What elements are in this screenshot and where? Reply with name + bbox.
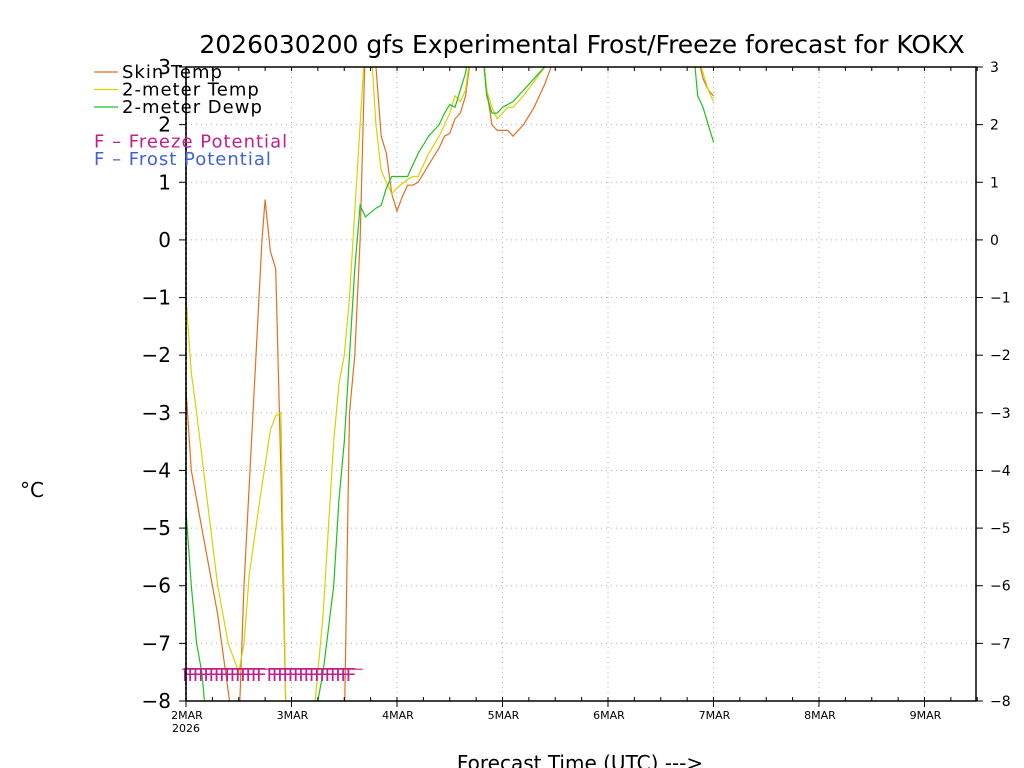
y-tick-label-right: −7	[990, 636, 1011, 652]
legend-label: Skin Temp	[122, 62, 223, 83]
freeze-flag-mark: F	[256, 665, 267, 686]
y-tick-label-left: −2	[142, 343, 171, 367]
chart-title: 2026030200 gfs Experimental Frost/Freeze…	[199, 30, 964, 59]
freeze-flag-mark: F	[272, 665, 283, 686]
freeze-flag-mark: F	[182, 665, 193, 686]
freeze-flag-mark: F	[245, 665, 256, 686]
freeze-flag-mark: F	[288, 665, 299, 686]
y-tick-label-right: 0	[990, 233, 999, 249]
y-axis-title: °C	[20, 478, 44, 502]
y-tick-label-right: 2	[990, 118, 999, 134]
y-tick-label-left: −8	[142, 689, 171, 713]
freeze-flag-mark: F	[324, 665, 335, 686]
freeze-flag-mark: F	[303, 665, 314, 686]
y-tick-label-left: −1	[142, 286, 171, 310]
freeze-flag-mark: F	[346, 665, 357, 686]
y-tick-label-right: −1	[990, 291, 1011, 307]
y-tick-label-right: −5	[990, 521, 1011, 537]
plot-lines	[186, 67, 715, 701]
legend-label: F – Freeze Potential	[94, 132, 288, 153]
series-line-2-meter-dewp	[186, 67, 715, 701]
freeze-flag-mark: F	[266, 665, 277, 686]
plot-frame	[185, 66, 977, 702]
legend-label: 2-meter Dewp	[122, 97, 263, 118]
freeze-flag-mark: F	[235, 665, 246, 686]
y-tick-label-right: 3	[990, 60, 999, 76]
freeze-flag-mark: F	[251, 665, 262, 686]
y-tick-label-left: 0	[158, 228, 171, 252]
freeze-flag-mark: F	[187, 665, 198, 686]
freeze-flag-mark: F	[193, 665, 204, 686]
freeze-flag-mark: F	[340, 665, 351, 686]
y-tick-label-left: −5	[142, 516, 171, 540]
x-tick-label: 8MAR	[804, 709, 836, 722]
freeze-flag-mark: F	[219, 665, 230, 686]
y-tick-label-right: −4	[990, 463, 1011, 479]
y-tick-label-right: 1	[990, 175, 999, 191]
x-tick-label: 3MAR	[277, 709, 309, 722]
y-tick-label-left: −3	[142, 401, 171, 425]
y-tick-label-left: −4	[142, 458, 171, 482]
freeze-flag-mark: F	[330, 665, 341, 686]
series-line-skin-temp	[186, 67, 714, 701]
freeze-flag-mark: F	[277, 665, 288, 686]
series-line-2-meter-temp	[186, 67, 715, 701]
axes: −8 −8 −7 −7 −6 −6 −5 −5 −4 −4 −3 −3 −2 −2 −1 −1 0 0 1 1 2 2 3 3…	[142, 55, 1011, 735]
freeze-flag-mark: F	[314, 665, 325, 686]
x-tick-sublabel: 2026	[172, 722, 200, 735]
freeze-flag-mark: F	[203, 665, 214, 686]
grid	[186, 66, 976, 702]
x-tick-label: 6MAR	[593, 709, 625, 722]
freeze-flag-mark: F	[224, 665, 235, 686]
freeze-flag-mark: F	[298, 665, 309, 686]
y-tick-label-right: −3	[990, 406, 1011, 422]
y-tick-label-left: −7	[142, 631, 171, 655]
freeze-flag-mark: F	[229, 665, 240, 686]
y-tick-label-right: −2	[990, 348, 1011, 364]
y-tick-label-left: 1	[158, 170, 171, 194]
freeze-flag-mark: F	[319, 665, 330, 686]
x-tick-label: 7MAR	[699, 709, 731, 722]
freeze-flag-mark: F	[208, 665, 219, 686]
x-tick-label: 2MAR	[171, 709, 203, 722]
x-tick-label: 4MAR	[382, 709, 414, 722]
x-tick-label: 9MAR	[910, 709, 942, 722]
freeze-flag-mark: F	[198, 665, 209, 686]
y-tick-label-right: −8	[990, 694, 1011, 710]
freeze-flag-mark: F	[293, 665, 304, 686]
legend-label: F – Frost Potential	[94, 149, 272, 170]
x-tick-label: 5MAR	[488, 709, 520, 722]
y-tick-label-left: −6	[142, 574, 171, 598]
freeze-flag-mark: F	[214, 665, 225, 686]
legend-label: 2-meter Temp	[122, 80, 260, 101]
freeze-flag-mark: F	[282, 665, 293, 686]
y-tick-label-left: 3	[158, 55, 171, 79]
y-tick-label-right: −6	[990, 579, 1011, 595]
freeze-flag-mark: F	[309, 665, 320, 686]
freeze-flag-mark: F	[240, 665, 251, 686]
x-axis-title: Forecast Time (UTC) --->	[457, 751, 703, 768]
freeze-flag-mark: F	[335, 665, 346, 686]
y-tick-label-left: 2	[158, 113, 171, 137]
